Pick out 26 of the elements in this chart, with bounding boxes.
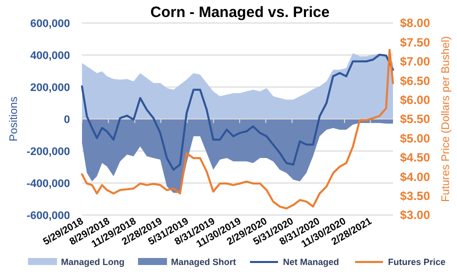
y2-tick-label: $7.50 xyxy=(400,35,430,50)
y2-tick-label: $3.50 xyxy=(400,189,430,203)
legend-label: Managed Long xyxy=(61,257,124,268)
y2-axis-title: Futures Price (Dollars per Bushel) xyxy=(440,36,452,202)
y-tick-label: -200,000 xyxy=(26,146,70,158)
y-tick-label: 200,000 xyxy=(30,82,70,94)
y2-tick-label: $5.50 xyxy=(400,112,430,126)
y-tick-label: 0 xyxy=(64,114,70,126)
y2-tick-label: $6.50 xyxy=(400,74,430,88)
y2-tick-label: $4.50 xyxy=(400,150,430,165)
line-series xyxy=(81,48,394,210)
y-axis-title: Positions xyxy=(8,96,20,142)
y2-tick-label: $7.00 xyxy=(400,54,430,69)
y-tick-label: -400,000 xyxy=(26,178,70,190)
chart-title: Corn - Managed vs. Price xyxy=(150,4,330,21)
legend-label: Net Managed xyxy=(283,257,340,268)
legend-label: Managed Short xyxy=(171,257,236,268)
line-series xyxy=(81,54,394,171)
y2-tick-label: $3.00 xyxy=(400,208,430,222)
y-tick-label: 600,000 xyxy=(30,18,70,30)
y2-tick-label: $6.00 xyxy=(400,93,430,107)
y2-tick-label: $5.00 xyxy=(400,131,430,146)
y2-tick-label: $4.00 xyxy=(400,170,430,184)
legend-label: Futures Price xyxy=(388,257,446,268)
y-tick-label: 400,000 xyxy=(30,50,70,62)
y2-tick-label: $8.00 xyxy=(400,16,430,30)
